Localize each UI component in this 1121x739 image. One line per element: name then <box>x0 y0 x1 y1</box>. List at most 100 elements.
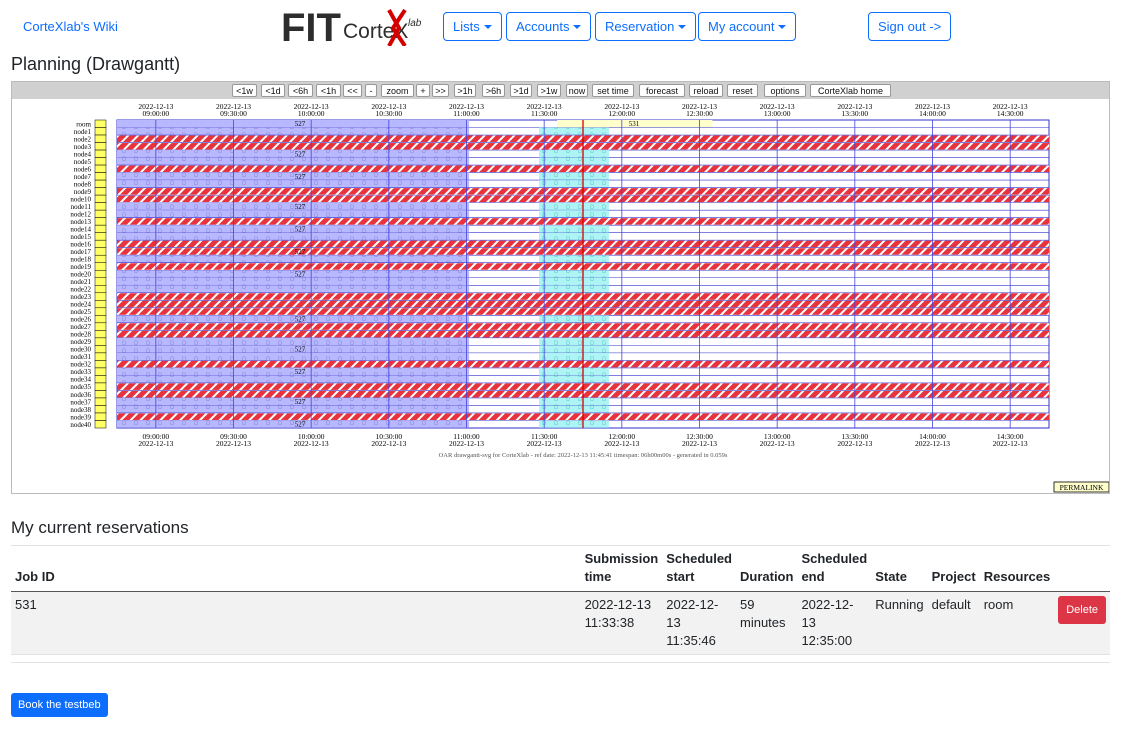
resource-label: node25 <box>70 308 91 316</box>
gantt-btn[interactable]: CorteXlab home <box>810 84 891 97</box>
book-testbed-button[interactable]: Book the testbeb <box>11 693 108 717</box>
gantt-btn[interactable]: options <box>764 84 806 97</box>
resource-state-cell <box>94 367 107 376</box>
job-527-label: 527 <box>295 270 306 278</box>
gantt-btn[interactable]: <6h <box>288 84 313 97</box>
resource-state-cell <box>94 187 107 196</box>
gantt-btn[interactable]: reset <box>727 84 758 97</box>
time-label-bottom: 14:30:00 <box>997 432 1024 441</box>
time-label-date: 2022-12-13 <box>682 439 717 448</box>
forecast-row <box>538 397 609 406</box>
gantt-btn[interactable]: <1w <box>232 84 257 97</box>
time-label-bottom: 11:00:00 <box>453 432 480 441</box>
header-line: Scheduled <box>801 551 868 566</box>
resource-state-cell <box>94 292 107 301</box>
job-527-row <box>117 285 470 293</box>
resource-state-cell <box>94 269 107 279</box>
gantt-btn[interactable]: set time <box>592 84 634 97</box>
job-527-row <box>117 345 470 353</box>
resource-state-cell <box>94 209 107 218</box>
permalink-link[interactable]: PERMALINK <box>1060 483 1104 492</box>
time-label-bottom: 14:00:00 <box>919 432 946 441</box>
gantt-btn[interactable]: <1d <box>261 84 285 97</box>
resource-state-cell <box>94 224 107 233</box>
col-actions <box>1054 545 1110 592</box>
col-state: State <box>871 545 928 592</box>
resource-state-cell <box>94 405 107 414</box>
resource-state-cell <box>94 142 107 151</box>
resource-state-cell <box>94 119 107 128</box>
resource-label: node37 <box>70 398 91 406</box>
resource-label: node38 <box>70 406 91 414</box>
job-527-row <box>117 270 470 278</box>
resource-state-cell <box>94 285 107 294</box>
gantt-btn[interactable]: - <box>365 84 377 97</box>
resource-label: node11 <box>71 203 92 211</box>
lists-menu[interactable]: Lists <box>443 12 502 41</box>
job-527-row <box>117 232 470 241</box>
gantt-btn[interactable]: reload <box>689 84 723 97</box>
resource-state-cell <box>94 232 107 241</box>
reservation-menu[interactable]: Reservation <box>595 12 697 41</box>
cell-line: 13 <box>666 615 681 630</box>
gantt-btn[interactable]: >> <box>432 84 449 97</box>
job-527-row <box>117 157 470 166</box>
job-527-row <box>117 352 470 361</box>
col-duration: Duration <box>736 545 798 592</box>
resource-state-cell <box>94 315 107 324</box>
time-label-top: 12:30:00 <box>686 109 713 118</box>
job-531-label: 531 <box>629 120 640 128</box>
gantt-btn[interactable]: zoom <box>381 84 414 97</box>
gantt-btn[interactable]: >6h <box>482 84 505 97</box>
time-label-date: 2022-12-13 <box>449 439 484 448</box>
job-527-label: 527 <box>295 368 306 376</box>
resource-state-cell <box>94 375 107 384</box>
resource-label: node19 <box>70 263 91 271</box>
gantt-btn[interactable]: >1d <box>510 84 532 97</box>
col-resources: Resources <box>979 545 1055 592</box>
resource-state-cell <box>94 382 107 391</box>
accounts-menu[interactable]: Accounts <box>506 12 592 41</box>
cell-end: 2022-12- 13 12:35:00 <box>797 591 872 655</box>
job-527-row <box>117 180 470 188</box>
time-label-top: 12:00:00 <box>608 109 635 118</box>
cell-line: minutes <box>740 615 786 630</box>
resource-state-cell <box>94 217 107 226</box>
resource-label: node5 <box>74 158 92 166</box>
time-label-top: 13:00:00 <box>764 109 791 118</box>
gantt-btn[interactable]: << <box>343 84 362 97</box>
gantt-btn[interactable]: now <box>566 84 588 97</box>
gantt-btn[interactable]: <1h <box>316 84 341 97</box>
wiki-link[interactable]: CorteXlab's Wiki <box>23 19 118 34</box>
gantt-btn[interactable]: >1w <box>537 84 561 97</box>
cell-line: 11:33:38 <box>584 615 635 630</box>
col-scheduled-end: Scheduled end <box>797 545 872 592</box>
forecast-row <box>538 345 609 353</box>
delete-button[interactable]: Delete <box>1058 596 1106 624</box>
cell-line: 2022-12- <box>666 597 719 612</box>
gantt-btn[interactable]: >1h <box>454 84 476 97</box>
cell-actions: Delete <box>1054 591 1110 655</box>
my-account-menu[interactable]: My account <box>698 12 797 41</box>
permalink-box <box>1053 481 1109 493</box>
job-527-room <box>117 120 470 128</box>
forecast-row <box>538 367 609 376</box>
gantt-toolbar: <1w <1d <6h <1h << - zoom + >> >1h >6h >1d >1w now set… <box>12 82 1109 99</box>
time-label-top: 10:00:00 <box>298 109 325 118</box>
time-label-date: 2022-12-13 <box>449 102 484 111</box>
time-label-bottom: 13:30:00 <box>841 432 868 441</box>
job-527-row <box>117 172 470 181</box>
resource-label: node13 <box>70 218 91 226</box>
time-label-date: 2022-12-13 <box>604 439 639 448</box>
job-527-label: 527 <box>295 150 306 158</box>
resource-state-cell <box>94 179 107 188</box>
time-label-date: 2022-12-13 <box>527 439 562 448</box>
header-line: Scheduled <box>666 551 732 566</box>
time-label-top: 13:30:00 <box>841 109 868 118</box>
gantt-btn[interactable]: forecast <box>639 84 685 97</box>
forecast-row <box>538 180 609 188</box>
time-label-date: 2022-12-13 <box>527 102 562 111</box>
gantt-btn[interactable]: + <box>416 84 430 97</box>
sign-out-button[interactable]: Sign out -> <box>868 12 952 41</box>
resource-label: node27 <box>70 323 91 331</box>
